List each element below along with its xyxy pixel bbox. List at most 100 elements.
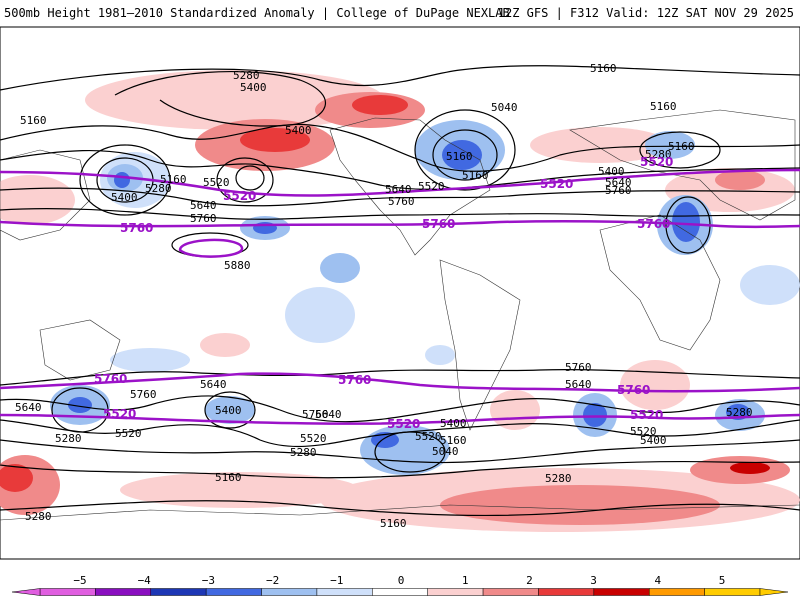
pos-anomaly-core-2 <box>240 128 310 152</box>
australia-outline <box>39 319 121 381</box>
highlight-label: 5520 <box>103 407 136 421</box>
highlight-label: 5520 <box>540 177 573 191</box>
contour-label: 5640 <box>15 401 42 414</box>
pos-anomaly-sw-core <box>0 464 33 492</box>
contour-label: 5520 <box>630 425 657 438</box>
contour-label: 5520 <box>115 427 142 440</box>
contour-label: 5160 <box>160 173 187 186</box>
contour-label: 5280 <box>145 182 172 195</box>
eurasia-outline <box>569 109 796 221</box>
colorbar-swatch <box>427 588 484 596</box>
colorbar-tick-label: 0 <box>398 574 405 587</box>
neg-anomaly-indian-oc <box>740 265 800 305</box>
contour-label: 5640 <box>190 199 217 212</box>
east-asia-outline <box>0 149 91 241</box>
contour-europe <box>639 131 721 169</box>
colorbar-swatch <box>704 588 761 596</box>
africa-outline <box>599 214 721 351</box>
colorbar-swatch <box>316 588 373 596</box>
contour-5640-s <box>0 395 800 423</box>
contour-label: 5520 <box>203 176 230 189</box>
neg-anomaly-s-pac-1-core <box>68 397 92 413</box>
contour-label: 5400 <box>598 165 625 178</box>
contour-label: 5760 <box>565 361 592 374</box>
pos-anomaly-se-core <box>730 462 770 474</box>
pos-anomaly-siberia-core <box>715 170 765 190</box>
neg-anomaly-sw-pac <box>110 348 190 372</box>
contour-label: 5160 <box>20 114 47 127</box>
contour-5160-s <box>0 500 800 517</box>
contour-label: 5160 <box>440 434 467 447</box>
contour-5280-s <box>0 460 800 479</box>
contour-label: 5760 <box>190 212 217 225</box>
colorbar-swatch <box>648 588 705 596</box>
colorbar-tick-label: 3 <box>590 574 597 587</box>
contour-5520-n <box>0 149 800 190</box>
neg-anomaly-eq-pac-2 <box>285 287 355 343</box>
highlight-label: 5520 <box>223 189 256 203</box>
colorbar: −5 −4 −3 −2 −1 0 1 2 3 4 5 <box>11 574 789 596</box>
contour-label: 5760 <box>605 184 632 197</box>
colorbar-swatch <box>150 588 207 596</box>
colorbar-min-arrow <box>11 588 41 596</box>
contour-label: 5280 <box>25 510 52 523</box>
colorbar-swatch <box>482 588 539 596</box>
contour-5520-s <box>0 419 800 448</box>
contour-label: 5400 <box>215 404 242 417</box>
contour-label: 5280 <box>545 472 572 485</box>
highlight-label: 5760 <box>338 373 371 387</box>
highlight-label: 5520 <box>630 408 663 422</box>
contour-label: 5160 <box>446 150 473 163</box>
highlight-label: 5760 <box>120 221 153 235</box>
contour-label: 5160 <box>380 517 407 530</box>
highlight-contour-labels: 5520 5520 5760 5760 5760 5520 5760 5760 … <box>94 155 673 431</box>
contour-label: 5520 <box>300 432 327 445</box>
colorbar-swatch <box>261 588 318 596</box>
purple-5760-n <box>0 219 800 229</box>
contour-label: 5760 <box>388 195 415 208</box>
neg-anomaly-eq-pac <box>320 253 360 283</box>
contour-label: 5400 <box>111 191 138 204</box>
north-america-outline <box>329 117 491 256</box>
colorbar-tick-label: −2 <box>266 574 279 587</box>
colorbar-tick-label: 4 <box>654 574 661 587</box>
map-title: 500mb Height 1981–2010 Standardized Anom… <box>4 6 510 20</box>
contour-label: 5400 <box>640 434 667 447</box>
contour-5400-n <box>0 123 800 172</box>
contour-labels: 5280 5400 5160 5400 5520 5160 5280 5400 … <box>15 62 753 530</box>
purple-5520-n <box>0 168 800 197</box>
neg-anomaly-kamchatka-3 <box>114 172 130 188</box>
highlight-contours <box>0 168 800 425</box>
highlight-label: 5760 <box>617 383 650 397</box>
contour-label: 5400 <box>440 417 467 430</box>
colorbar-swatch <box>39 588 96 596</box>
contour-5280-nw <box>114 70 327 127</box>
contour-label: 5640 <box>565 378 592 391</box>
neg-anomaly-s-pac-2 <box>205 396 255 424</box>
contour-label: 5520 <box>415 430 442 443</box>
contour-label: 5760 <box>130 388 157 401</box>
contour-label: 5280 <box>233 69 260 82</box>
contour-5160-n <box>0 65 800 91</box>
contour-5640-n <box>0 187 800 207</box>
contour-label: 5880 <box>224 259 251 272</box>
colorbar-tick-label: 5 <box>719 574 726 587</box>
coastlines <box>0 109 800 521</box>
contour-label: 5520 <box>418 180 445 193</box>
neg-anomaly-med-core <box>672 202 700 242</box>
colorbar-tick-label: −3 <box>202 574 215 587</box>
contour-low-gulf-alaska-inner <box>235 165 265 191</box>
colorbar-swatch <box>205 588 262 596</box>
contour-label: 5160 <box>590 62 617 75</box>
neg-anomaly-norway <box>645 131 695 159</box>
contour-label: 5400 <box>240 81 267 94</box>
colorbar-tick-label: −4 <box>138 574 152 587</box>
colorbar-tick-label: −5 <box>73 574 86 587</box>
contour-label: 5640 <box>605 176 632 189</box>
contour-low-kamchatka <box>79 144 171 216</box>
contour-low-gulf-alaska <box>216 157 274 203</box>
contour-label: 5760 <box>302 408 329 421</box>
antarctica-outline <box>0 504 800 521</box>
neg-anomaly-hudson-core <box>442 140 482 170</box>
